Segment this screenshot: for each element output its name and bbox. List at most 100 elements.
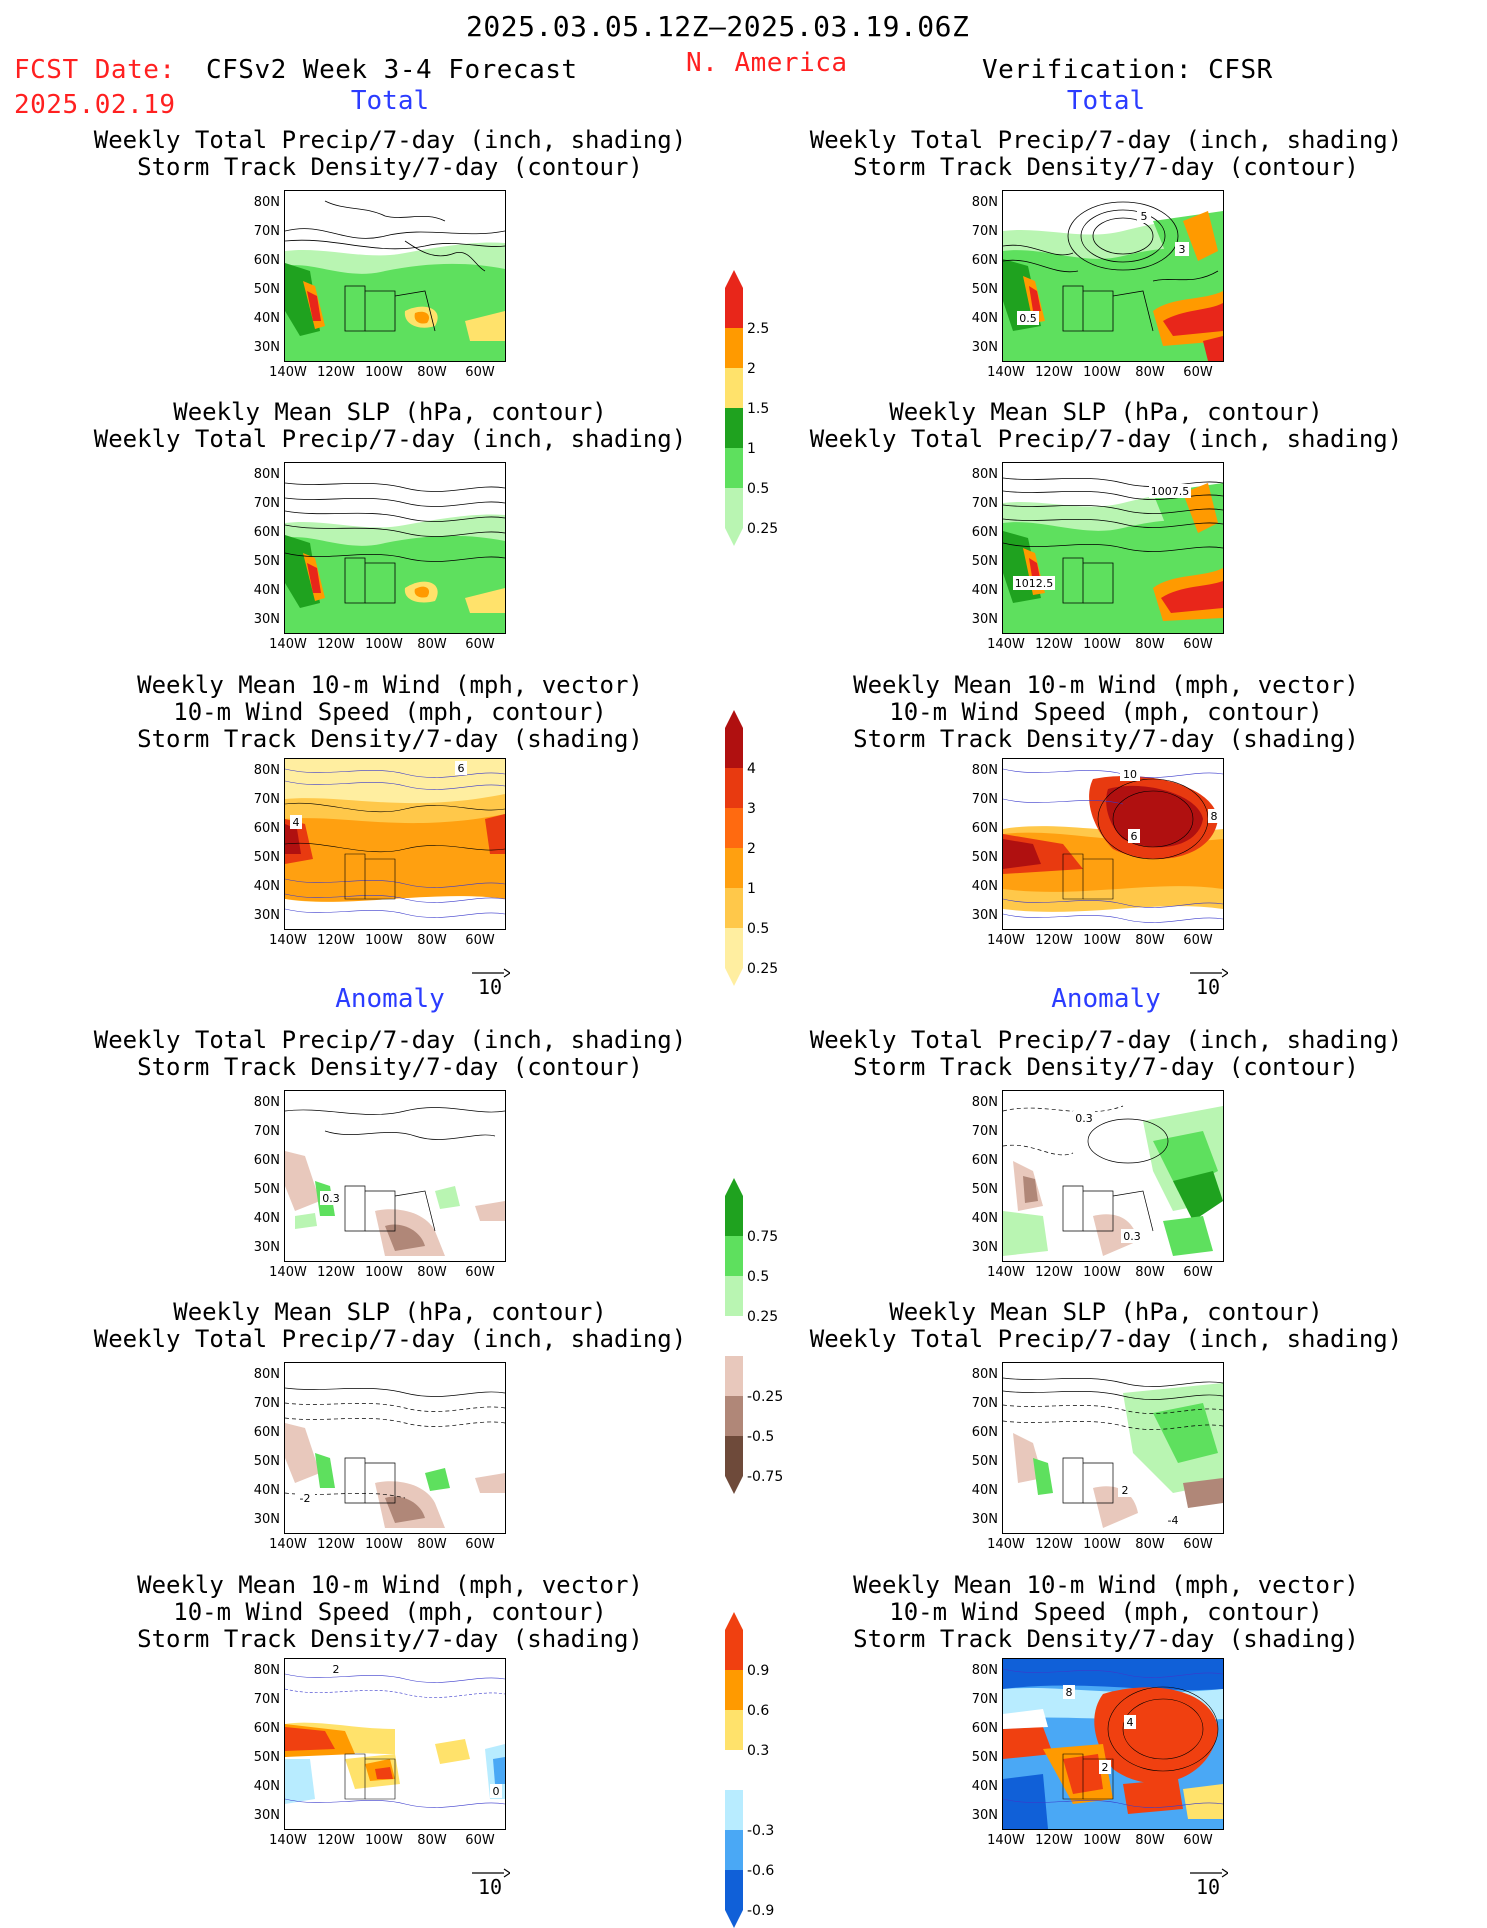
lat-tick-label: 30N <box>253 1240 280 1255</box>
lon-tick-label: 120W <box>1035 1265 1073 1280</box>
period-title: 2025.03.05.12Z–2025.03.19.06Z <box>466 10 970 43</box>
panel-title: Weekly Mean SLP (hPa, contour) Weekly Tot… <box>93 1298 687 1353</box>
lon-tick-label: 80W <box>417 1833 447 1848</box>
contour-label: 6 <box>458 762 465 775</box>
section-total-left: Total <box>350 86 430 116</box>
colorbar-segment <box>725 1670 743 1710</box>
panel-title: Weekly Total Precip/7-day (inch, shading… <box>93 126 687 181</box>
lat-tick-label: 80N <box>971 467 998 482</box>
colorbar-tick-label: 0.5 <box>747 1269 769 1285</box>
lat-tick-label: 30N <box>253 612 280 627</box>
lat-tick-label: 50N <box>971 850 998 865</box>
lon-tick-label: 100W <box>1083 933 1121 948</box>
lat-tick-label: 30N <box>253 340 280 355</box>
colorbar-segment <box>725 808 743 848</box>
lon-tick-label: 60W <box>1183 933 1213 948</box>
lon-tick-label: 80W <box>1135 1265 1165 1280</box>
lon-tick-label: 100W <box>365 933 403 948</box>
colorbar-segment <box>725 1830 743 1870</box>
lat-tick-label: 40N <box>253 879 280 894</box>
contour-label: 2 <box>1102 1761 1109 1774</box>
colorbar-segment <box>725 368 743 408</box>
vector-reference: 10 <box>470 965 512 999</box>
lat-tick-label: 70N <box>253 792 280 807</box>
colorbar-svg: 4 3 2 1 0.5 0.25 <box>725 710 778 986</box>
lat-tick-label: 60N <box>971 1721 998 1736</box>
lon-tick-label: 80W <box>417 637 447 652</box>
lon-tick-label: 100W <box>365 637 403 652</box>
vector-reference-label: 10 <box>1195 975 1221 999</box>
lat-tick-label: 70N <box>971 1396 998 1411</box>
colorbar-segment <box>725 888 743 928</box>
contour-label: 8 <box>1211 810 1218 823</box>
vector-reference: 10 <box>470 1865 512 1899</box>
lat-tick-label: 30N <box>971 340 998 355</box>
colorbar-tick-label: -0.6 <box>747 1863 774 1879</box>
colorbar-segment <box>725 1436 743 1476</box>
colorbar-segment <box>725 1196 743 1236</box>
lon-tick-label: 120W <box>1035 365 1073 380</box>
colorbar-tick-label: -0.75 <box>747 1469 783 1485</box>
colorbar-segment <box>725 1750 743 1790</box>
lat-tick-label: 50N <box>971 1750 998 1765</box>
colorbar-tick-label: 0.25 <box>747 1309 778 1325</box>
lon-tick-label: 120W <box>317 933 355 948</box>
colorbar-tick-label: 2 <box>747 361 756 377</box>
lon-tick-label: 80W <box>1135 1537 1165 1552</box>
colorbar-tick-label: 0.6 <box>747 1703 769 1719</box>
lat-tick-label: 50N <box>971 1182 998 1197</box>
colorbar-tick-label: 0.9 <box>747 1663 769 1679</box>
lon-tick-label: 140W <box>269 1833 307 1848</box>
lon-tick-label: 80W <box>417 1537 447 1552</box>
colorbar-cap-bottom <box>725 1910 743 1928</box>
colorbar-svg: 2.5 2 1.5 1 0.5 0.25 <box>725 270 778 546</box>
map-total-wind-storm-verification: 10 6 8 <box>1002 758 1224 930</box>
contour-label: 10 <box>1123 768 1137 781</box>
map-total-precip-storm-forecast <box>284 190 506 362</box>
lat-tick-label: 80N <box>971 1095 998 1110</box>
lon-tick-label: 100W <box>1083 1265 1121 1280</box>
lon-tick-label: 100W <box>365 365 403 380</box>
lon-tick-label: 140W <box>987 1265 1025 1280</box>
colorbar-segment <box>725 1710 743 1750</box>
colorbar-anomaly-storm-density: 0.9 0.6 0.3 -0.3 -0.6 -0.9 <box>725 1612 795 1928</box>
lat-tick-label: 80N <box>253 1367 280 1382</box>
map-anomaly-slp-precip-verification: -4 2 <box>1002 1362 1224 1534</box>
colorbar-segment <box>725 728 743 768</box>
lat-tick-label: 30N <box>971 908 998 923</box>
lat-tick-label: 60N <box>253 1153 280 1168</box>
verification-title: Verification: CFSR <box>982 55 1273 85</box>
colorbar-segment <box>725 1630 743 1670</box>
colorbar-total-storm-density: 4 3 2 1 0.5 0.25 <box>725 710 795 986</box>
colorbar-cap-top <box>725 1178 743 1196</box>
colorbar-tick-label: 0.5 <box>747 921 769 937</box>
lat-tick-label: 70N <box>971 1124 998 1139</box>
lat-tick-label: 70N <box>971 1692 998 1707</box>
lon-tick-label: 140W <box>987 1833 1025 1848</box>
lat-tick-label: 40N <box>253 311 280 326</box>
lat-tick-label: 50N <box>253 1182 280 1197</box>
lat-tick-label: 40N <box>253 1483 280 1498</box>
lat-tick-label: 30N <box>971 1808 998 1823</box>
lat-tick-label: 50N <box>253 282 280 297</box>
contour-label: 4 <box>293 816 300 829</box>
lat-tick-label: 80N <box>253 195 280 210</box>
colorbar-anomaly-precip: 0.75 0.5 0.25 -0.25 -0.5 -0.75 <box>725 1178 795 1494</box>
lon-tick-label: 120W <box>1035 1537 1073 1552</box>
lon-tick-label: 60W <box>465 1537 495 1552</box>
colorbar-segment <box>725 1870 743 1910</box>
lon-tick-label: 140W <box>269 933 307 948</box>
colorbar-svg: 0.9 0.6 0.3 -0.3 -0.6 -0.9 <box>725 1612 774 1928</box>
lat-tick-label: 50N <box>253 1750 280 1765</box>
lon-tick-label: 80W <box>1135 365 1165 380</box>
lat-tick-label: 70N <box>253 1124 280 1139</box>
colorbar-segment <box>725 1356 743 1396</box>
lon-tick-label: 140W <box>987 637 1025 652</box>
lon-tick-label: 60W <box>465 1833 495 1848</box>
colorbar-segment <box>725 928 743 968</box>
contour-label: -4 <box>1168 1514 1179 1527</box>
lat-tick-label: 60N <box>971 1153 998 1168</box>
lon-tick-label: 140W <box>269 365 307 380</box>
map-anomaly-precip-storm-verification: 0.3 0.3 <box>1002 1090 1224 1262</box>
colorbar-segment <box>725 448 743 488</box>
